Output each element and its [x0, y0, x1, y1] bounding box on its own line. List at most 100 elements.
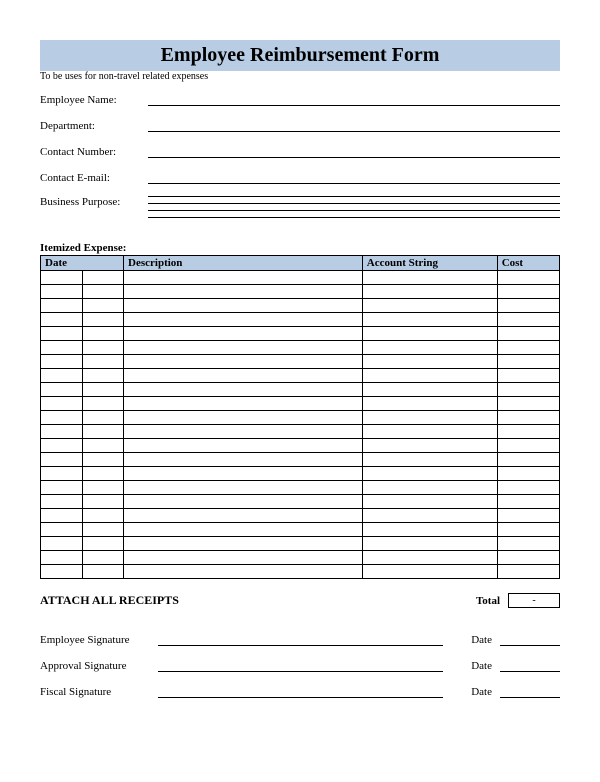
business-purpose-input[interactable]: [148, 196, 560, 218]
signature-date-label: Date: [471, 660, 492, 672]
department-input[interactable]: [148, 118, 560, 132]
description-cell[interactable]: [124, 551, 363, 565]
date-cell[interactable]: [41, 467, 124, 481]
signature-line[interactable]: [158, 632, 443, 646]
account-string-cell[interactable]: [362, 327, 497, 341]
cost-cell[interactable]: [497, 355, 559, 369]
cost-cell[interactable]: [497, 495, 559, 509]
description-cell[interactable]: [124, 509, 363, 523]
cost-cell[interactable]: [497, 537, 559, 551]
account-string-cell[interactable]: [362, 341, 497, 355]
description-cell[interactable]: [124, 397, 363, 411]
description-cell[interactable]: [124, 453, 363, 467]
description-cell[interactable]: [124, 299, 363, 313]
date-cell[interactable]: [41, 299, 124, 313]
signature-date-line[interactable]: [500, 684, 560, 698]
description-cell[interactable]: [124, 467, 363, 481]
cost-cell[interactable]: [497, 341, 559, 355]
cost-cell[interactable]: [497, 439, 559, 453]
employee-name-input[interactable]: [148, 92, 560, 106]
date-cell[interactable]: [41, 327, 124, 341]
date-cell[interactable]: [41, 285, 124, 299]
cost-cell[interactable]: [497, 509, 559, 523]
description-cell[interactable]: [124, 495, 363, 509]
account-string-cell[interactable]: [362, 355, 497, 369]
date-cell[interactable]: [41, 383, 124, 397]
signature-date-line[interactable]: [500, 632, 560, 646]
cost-cell[interactable]: [497, 285, 559, 299]
description-cell[interactable]: [124, 481, 363, 495]
cost-cell[interactable]: [497, 383, 559, 397]
account-string-cell[interactable]: [362, 411, 497, 425]
account-string-cell[interactable]: [362, 453, 497, 467]
cost-cell[interactable]: [497, 467, 559, 481]
description-cell[interactable]: [124, 285, 363, 299]
account-string-cell[interactable]: [362, 425, 497, 439]
date-cell[interactable]: [41, 495, 124, 509]
account-string-cell[interactable]: [362, 495, 497, 509]
account-string-cell[interactable]: [362, 509, 497, 523]
account-string-cell[interactable]: [362, 467, 497, 481]
cost-cell[interactable]: [497, 411, 559, 425]
signature-line[interactable]: [158, 658, 443, 672]
date-cell[interactable]: [41, 481, 124, 495]
cost-cell[interactable]: [497, 523, 559, 537]
description-cell[interactable]: [124, 411, 363, 425]
signature-line[interactable]: [158, 684, 443, 698]
description-cell[interactable]: [124, 439, 363, 453]
date-cell[interactable]: [41, 425, 124, 439]
account-string-cell[interactable]: [362, 551, 497, 565]
date-cell[interactable]: [41, 355, 124, 369]
account-string-cell[interactable]: [362, 313, 497, 327]
cost-cell[interactable]: [497, 299, 559, 313]
date-cell[interactable]: [41, 397, 124, 411]
description-cell[interactable]: [124, 537, 363, 551]
description-cell[interactable]: [124, 313, 363, 327]
date-cell[interactable]: [41, 551, 124, 565]
date-cell[interactable]: [41, 341, 124, 355]
date-cell[interactable]: [41, 271, 124, 285]
cost-cell[interactable]: [497, 271, 559, 285]
signature-date-line[interactable]: [500, 658, 560, 672]
date-cell[interactable]: [41, 369, 124, 383]
description-cell[interactable]: [124, 383, 363, 397]
account-string-cell[interactable]: [362, 299, 497, 313]
contact-number-input[interactable]: [148, 144, 560, 158]
cost-cell[interactable]: [497, 397, 559, 411]
cost-cell[interactable]: [497, 565, 559, 579]
date-cell[interactable]: [41, 453, 124, 467]
account-string-cell[interactable]: [362, 369, 497, 383]
description-cell[interactable]: [124, 523, 363, 537]
account-string-cell[interactable]: [362, 285, 497, 299]
account-string-cell[interactable]: [362, 523, 497, 537]
date-cell[interactable]: [41, 509, 124, 523]
date-cell[interactable]: [41, 523, 124, 537]
cost-cell[interactable]: [497, 327, 559, 341]
description-cell[interactable]: [124, 327, 363, 341]
account-string-cell[interactable]: [362, 397, 497, 411]
description-cell[interactable]: [124, 271, 363, 285]
cost-cell[interactable]: [497, 313, 559, 327]
description-cell[interactable]: [124, 355, 363, 369]
description-cell[interactable]: [124, 369, 363, 383]
account-string-cell[interactable]: [362, 439, 497, 453]
date-cell[interactable]: [41, 565, 124, 579]
date-cell[interactable]: [41, 537, 124, 551]
cost-cell[interactable]: [497, 453, 559, 467]
date-cell[interactable]: [41, 439, 124, 453]
cost-cell[interactable]: [497, 551, 559, 565]
cost-cell[interactable]: [497, 481, 559, 495]
description-cell[interactable]: [124, 341, 363, 355]
date-cell[interactable]: [41, 313, 124, 327]
account-string-cell[interactable]: [362, 537, 497, 551]
description-cell[interactable]: [124, 425, 363, 439]
cost-cell[interactable]: [497, 425, 559, 439]
date-cell[interactable]: [41, 411, 124, 425]
description-cell[interactable]: [124, 565, 363, 579]
account-string-cell[interactable]: [362, 383, 497, 397]
account-string-cell[interactable]: [362, 481, 497, 495]
account-string-cell[interactable]: [362, 271, 497, 285]
cost-cell[interactable]: [497, 369, 559, 383]
contact-email-input[interactable]: [148, 170, 560, 184]
account-string-cell[interactable]: [362, 565, 497, 579]
